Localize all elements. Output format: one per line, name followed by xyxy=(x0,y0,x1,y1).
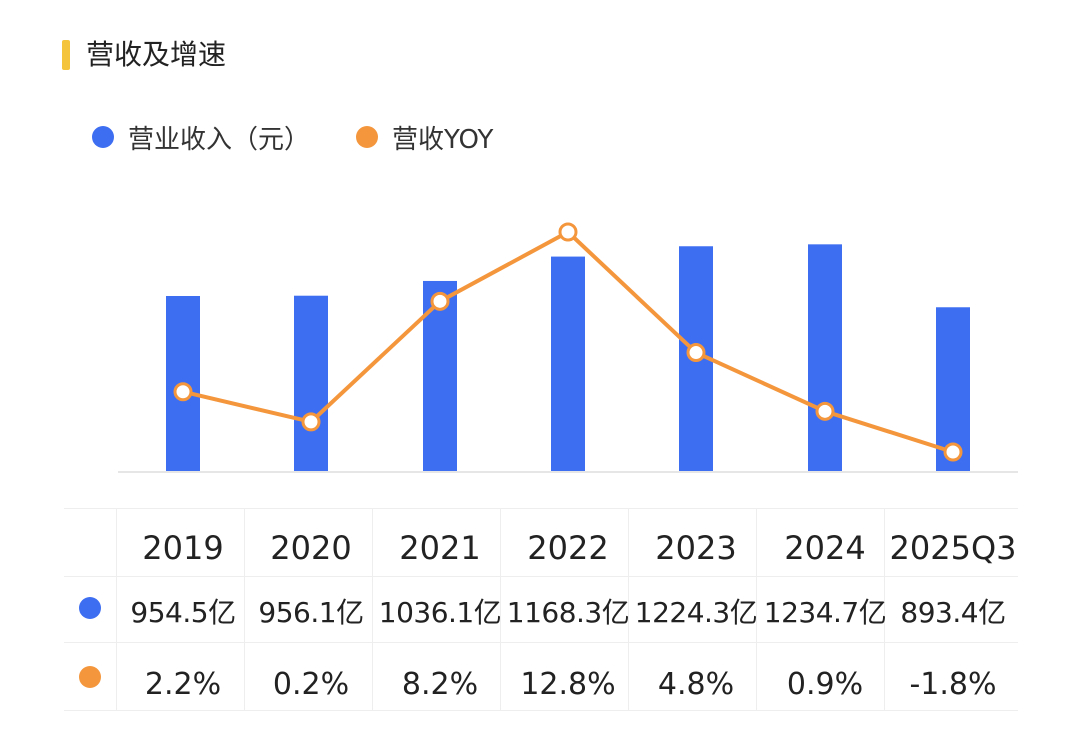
yoy-point-2020 xyxy=(301,412,321,432)
legend-dot-yoy xyxy=(356,126,378,148)
bar-2024 xyxy=(808,244,842,472)
yoy-point-2024 xyxy=(815,401,835,421)
legend-item-revenue: 营业收入（元） xyxy=(92,117,310,157)
yoy-point-2023 xyxy=(686,343,706,363)
legend-label-revenue: 营业收入（元） xyxy=(128,124,311,155)
bars-layer xyxy=(166,244,970,472)
yoy-line-layer xyxy=(173,222,963,462)
legend-label-yoy: 营收YOY xyxy=(392,124,494,155)
yoy-point-2021 xyxy=(430,291,450,311)
yoy-point-2025Q3 xyxy=(943,442,963,462)
legend-dot-revenue xyxy=(92,126,114,148)
chart-title: 营收及增速 xyxy=(86,38,227,71)
yoy-point-2022 xyxy=(558,222,578,242)
yoy-point-2019 xyxy=(173,382,193,402)
legend-item-yoy: 营收YOY xyxy=(356,117,493,157)
bar-2022 xyxy=(551,256,585,472)
title-accent-bar xyxy=(62,40,70,70)
bar-2020 xyxy=(294,295,328,472)
